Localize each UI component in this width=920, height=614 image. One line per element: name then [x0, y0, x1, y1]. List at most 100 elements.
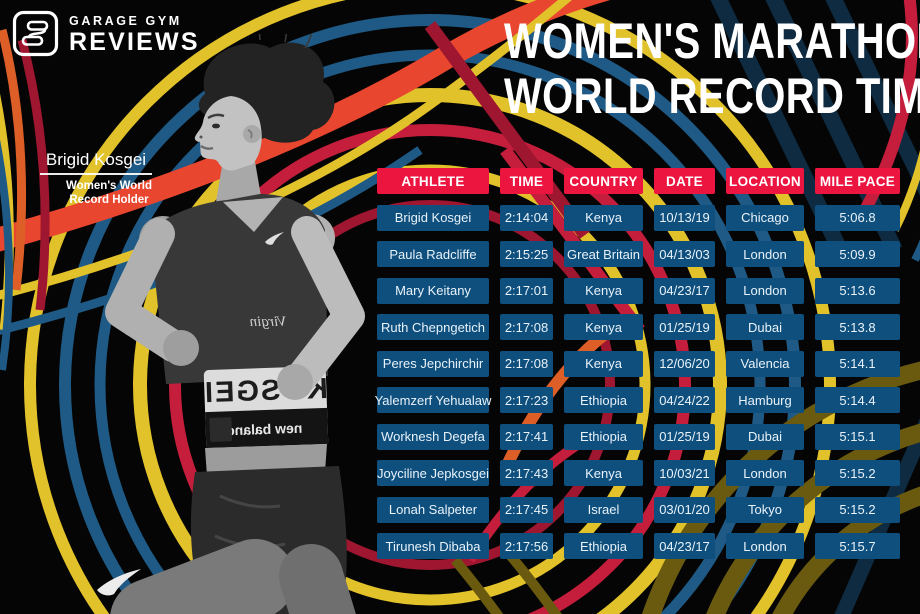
- table-cell-r7-date: 01/25/19: [654, 423, 715, 450]
- table-cell-r4-date: 01/25/19: [654, 314, 715, 340]
- table-cell-r6-date: 04/24/22: [654, 387, 715, 413]
- athlete-top: [150, 194, 328, 384]
- header-cell-location: LOCATION: [726, 168, 804, 194]
- table-cell-r2-location: London: [726, 241, 804, 267]
- nike-swoosh-icon: [265, 232, 284, 245]
- table-cell-r4-location: Dubai: [726, 314, 804, 340]
- athlete-shoulder: [139, 216, 187, 264]
- table-cell-r1-date: 10/13/19: [654, 204, 715, 231]
- table-cell-r2-time: 2:15:25: [500, 241, 553, 267]
- table-cell-r6-mile-pace: 5:14.4: [815, 387, 900, 413]
- header-cell-country: COUNTRY: [564, 168, 643, 194]
- table-cell-r10-location: London: [726, 533, 804, 559]
- caption-divider: [40, 173, 152, 175]
- athlete-shorts: [190, 466, 347, 614]
- table-cell-r5-country: Kenya: [564, 350, 643, 377]
- table-cell-r5-mile-pace: 5:14.1: [815, 350, 900, 377]
- table-cell-r6-country: Ethiopia: [564, 387, 643, 413]
- table-cell-r4-time: 2:17:08: [500, 314, 553, 340]
- table-cell-r7-country: Ethiopia: [564, 423, 643, 450]
- bib-name-text: KOSGEI: [202, 373, 328, 409]
- table-cell-r2-date: 04/13/03: [654, 241, 715, 267]
- table-cell-r7-athlete: Worknesh Degefa: [377, 423, 489, 450]
- table-cell-r2-mile-pace: 5:09.9: [815, 241, 900, 267]
- table-cell-r9-time: 2:17:45: [500, 496, 553, 523]
- athlete-leg: [279, 544, 356, 614]
- athlete-leg: [110, 539, 295, 614]
- brand-name-bottom: REVIEWS: [69, 27, 200, 56]
- records-table: ATHLETE TIME COUNTRY DATE LOCATION MILE PACE B…: [375, 168, 900, 559]
- table-cell-r4-mile-pace: 5:13.8: [815, 314, 900, 340]
- table-cell-r10-time: 2:17:56: [500, 533, 553, 559]
- table-cell-r9-country: Israel: [564, 496, 643, 523]
- athlete-nostril: [199, 135, 203, 139]
- athlete-ear-detail: [247, 129, 253, 139]
- header-cell-mile-pace: MILE PACE: [815, 168, 900, 194]
- athlete-fist: [163, 330, 199, 366]
- page-title-line2: WORLD RECORD TIMES: [504, 68, 920, 124]
- athlete-hair-wisps: [258, 34, 313, 49]
- table-cell-r3-mile-pace: 5:13.6: [815, 277, 900, 304]
- table-cell-r2-country: Great Britain: [564, 241, 643, 267]
- table-cell-r3-country: Kenya: [564, 277, 643, 304]
- table-cell-r1-athlete: Brigid Kosgei: [377, 204, 489, 231]
- table-cell-r3-time: 2:17:01: [500, 277, 553, 304]
- header-cell-athlete: ATHLETE: [377, 168, 489, 194]
- table-cell-r5-location: Valencia: [726, 350, 804, 377]
- athlete-waist: [205, 444, 327, 476]
- table-cell-r3-date: 04/23/17: [654, 277, 715, 304]
- table-cell-r10-athlete: Tirunesh Dibaba: [377, 533, 489, 559]
- table-cell-r7-mile-pace: 5:15.1: [815, 423, 900, 450]
- table-cell-r8-mile-pace: 5:15.2: [815, 460, 900, 486]
- table-cell-r4-athlete: Ruth Chepngetich: [377, 314, 489, 340]
- table-cell-r8-location: London: [726, 460, 804, 486]
- shorts-fold: [214, 534, 286, 549]
- table-cell-r7-location: Dubai: [726, 423, 804, 450]
- table-cell-r6-location: Hamburg: [726, 387, 804, 413]
- athlete-fist: [277, 364, 313, 400]
- photo-caption-subtitle-line1: Women's World: [66, 180, 153, 192]
- photo-caption-subtitle-line2: Record Holder: [69, 194, 149, 206]
- athlete-eye: [212, 123, 220, 129]
- table-cell-r10-date: 04/23/17: [654, 533, 715, 559]
- table-cell-r6-athlete: Yalemzerf Yehualaw: [375, 387, 491, 413]
- athlete-shoulder: [287, 214, 335, 262]
- table-cell-r6-time: 2:17:23: [500, 387, 553, 413]
- table-cell-r8-date: 10/03/21: [654, 460, 715, 486]
- table-cell-r1-time: 2:14:04: [500, 204, 553, 231]
- header-cell-time: TIME: [500, 168, 553, 194]
- table-cell-r9-mile-pace: 5:15.2: [815, 496, 900, 523]
- bib-brand-text: new balance: [219, 420, 303, 439]
- brand-name-top: GARAGE GYM: [69, 13, 182, 28]
- table-cell-r8-athlete: Joyciline Jepkosgei: [377, 460, 489, 486]
- table-cell-r3-location: London: [726, 277, 804, 304]
- table-cell-r1-mile-pace: 5:06.8: [815, 204, 900, 231]
- table-cell-r10-mile-pace: 5:15.7: [815, 533, 900, 559]
- table-cell-r10-country: Ethiopia: [564, 533, 643, 559]
- athlete-bib: KOSGEI new balance: [202, 366, 328, 450]
- table-cell-r8-time: 2:17:43: [500, 460, 553, 486]
- table-cell-r8-country: Kenya: [564, 460, 643, 486]
- nike-swoosh-icon: [97, 569, 141, 596]
- athlete-hair: [198, 42, 335, 143]
- table-cell-r2-athlete: Paula Radcliffe: [377, 241, 489, 267]
- shorts-fold: [219, 494, 281, 509]
- page-title: WOMEN'S MARATHON WORLD RECORD TIMES: [458, 13, 920, 124]
- athlete-chest: [223, 197, 283, 232]
- athlete-ear: [243, 125, 261, 143]
- table-cell-r5-time: 2:17:08: [500, 350, 553, 377]
- page-title-line1: WOMEN'S MARATHON: [504, 13, 920, 69]
- table-cell-r9-location: Tokyo: [726, 496, 804, 523]
- table-cell-r1-location: Chicago: [726, 204, 804, 231]
- table-cell-r7-time: 2:17:41: [500, 423, 553, 450]
- athlete-lips: [200, 144, 214, 150]
- photo-caption-name: Brigid Kosgei: [45, 150, 147, 169]
- athlete-arm: [285, 216, 365, 394]
- table-cell-r9-athlete: Lonah Salpeter: [377, 496, 489, 523]
- table-cell-r5-athlete: Peres Jepchirchir: [377, 350, 489, 377]
- dumbbell-icon: [12, 10, 59, 57]
- header-cell-date: DATE: [654, 168, 715, 194]
- photo-caption: Brigid Kosgei Women's World Record Holde…: [40, 149, 152, 207]
- athlete-face: [194, 96, 262, 171]
